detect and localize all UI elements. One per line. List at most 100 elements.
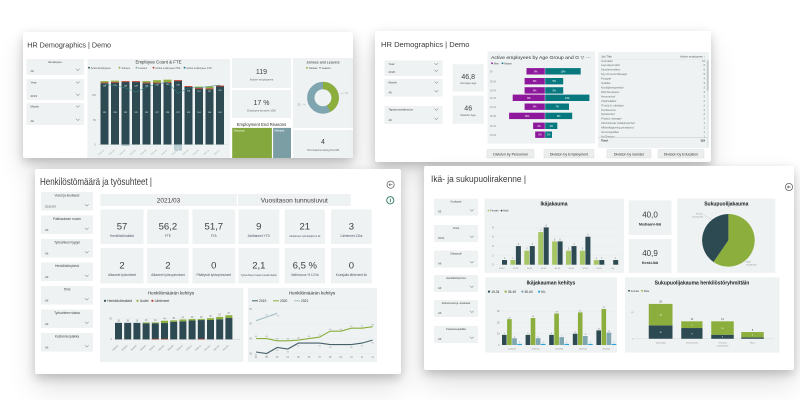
svg-text:119: 119 — [700, 139, 705, 143]
svg-text:Styrelsemedlem: Styrelsemedlem — [601, 68, 621, 72]
svg-text:8: 8 — [585, 334, 587, 336]
svg-text:Art Director: Art Director — [601, 135, 615, 139]
svg-text:1: 1 — [504, 257, 506, 260]
svg-text:46: 46 — [464, 106, 472, 113]
svg-text:57: 57 — [228, 313, 231, 315]
svg-text:46,8: 46,8 — [461, 74, 475, 81]
svg-text:All: All — [31, 119, 35, 123]
svg-text:3: 3 — [722, 337, 724, 339]
svg-text:10: 10 — [574, 332, 577, 334]
svg-text:128: 128 — [103, 86, 107, 88]
svg-text:2: 2 — [492, 254, 494, 257]
svg-text:All: All — [438, 337, 442, 341]
svg-text:13%: 13% — [565, 97, 571, 100]
svg-text:35-49: 35-49 — [508, 290, 516, 294]
svg-text:6: 6 — [538, 336, 540, 338]
svg-text:11: 11 — [361, 357, 364, 359]
svg-text:4: 4 — [518, 243, 520, 246]
svg-text:2%: 2% — [547, 134, 551, 137]
svg-text:30-34: 30-34 — [490, 126, 497, 128]
svg-text:09: 09 — [340, 357, 343, 359]
svg-text:50: 50 — [209, 316, 212, 318]
svg-text:2019-05: 2019-05 — [140, 149, 148, 156]
svg-text:40,0: 40,0 — [642, 211, 658, 220]
svg-text:Oma pyynt: Oma pyynt — [234, 129, 245, 132]
svg-text:Vaihtuvuus % 12 kk: Vaihtuvuus % 12 kk — [291, 273, 319, 277]
svg-text:Sukupuolijakauma henkilöstöryh: Sukupuolijakauma henkilöstöryhmittäin — [655, 281, 750, 287]
svg-text:2020/03: 2020/03 — [112, 345, 120, 352]
svg-text:50-54: 50-54 — [583, 268, 589, 270]
svg-text:Job Title: Job Title — [601, 55, 612, 59]
svg-text:2019-12: 2019-12 — [214, 149, 222, 156]
svg-text:25-29: 25-29 — [513, 268, 519, 270]
svg-text:Ikäjakauma: Ikäjakauma — [541, 202, 568, 208]
svg-text:Alkaneet työsuhteet: Alkaneet työsuhteet — [108, 273, 136, 277]
svg-text:2019-09: 2019-09 — [182, 149, 190, 156]
svg-text:13: 13 — [691, 318, 694, 321]
svg-text:Henkilöstömäärä: Henkilöstömäärä — [110, 234, 134, 238]
svg-text:Journalist: Journalist — [601, 59, 613, 63]
svg-text:2020/08: 2020/08 — [158, 345, 166, 352]
svg-text:2019-07: 2019-07 — [161, 149, 169, 156]
svg-text:All: All — [389, 90, 393, 94]
svg-text:10: 10 — [497, 334, 500, 336]
svg-text:38: 38 — [287, 338, 290, 340]
svg-text:6: 6 — [704, 63, 706, 67]
svg-text:2021/03: 2021/03 — [45, 204, 56, 208]
svg-text:0: 0 — [211, 261, 216, 272]
svg-text:HR Demographics | Demo: HR Demographics | Demo — [381, 40, 470, 49]
svg-text:Division by Education: Division by Education — [664, 153, 698, 157]
svg-text:4: 4 — [492, 245, 494, 248]
svg-text:2020/Q4: 2020/Q4 — [579, 348, 588, 350]
svg-text:39: 39 — [117, 321, 120, 323]
svg-text:0: 0 — [95, 143, 97, 147]
svg-text:06: 06 — [308, 357, 311, 359]
svg-text:115: 115 — [187, 112, 191, 114]
svg-text:12: 12 — [371, 357, 374, 359]
svg-text:9%: 9% — [534, 70, 538, 73]
svg-text:2: 2 — [704, 112, 706, 116]
svg-text:2019-11: 2019-11 — [203, 149, 210, 156]
svg-text:Affärsrådgivning privatkund: Affärsrådgivning privatkund — [601, 126, 634, 130]
svg-text:Division by Employment: Division by Employment — [550, 153, 588, 157]
svg-text:07: 07 — [318, 357, 321, 359]
svg-text:2021/03: 2021/03 — [157, 197, 181, 204]
svg-text:Joinees: Joinees — [309, 67, 318, 70]
svg-text:9: 9 — [504, 333, 506, 335]
svg-text:Työsuhteen kesto keskimäärin: Työsuhteen kesto keskimäärin — [241, 273, 278, 277]
svg-text:5%: 5% — [552, 80, 556, 83]
svg-text:1: 1 — [596, 257, 598, 260]
svg-text:Female: Female — [490, 210, 499, 213]
svg-text:05: 05 — [297, 357, 300, 359]
svg-text:Alkaneet työsopimukset: Alkaneet työsopimukset — [151, 273, 185, 277]
svg-text:Henkilöstömäärä: Henkilöstömäärä — [107, 299, 132, 303]
svg-text:45: 45 — [340, 329, 343, 331]
svg-text:10: 10 — [702, 59, 705, 63]
svg-text:40: 40 — [308, 336, 311, 338]
svg-text:2: 2 — [119, 261, 124, 272]
svg-text:Active employees ↑: Active employees ↑ — [680, 55, 705, 59]
svg-text:1: 1 — [704, 135, 706, 139]
svg-text:6%: 6% — [533, 89, 537, 92]
svg-text:Employee turnover 12M: Employee turnover 12M — [247, 109, 276, 113]
svg-text:20-24: 20-24 — [499, 268, 505, 270]
svg-text:Työsuhteen status: Työsuhteen status — [54, 311, 80, 315]
svg-text:2020/09: 2020/09 — [167, 345, 175, 352]
svg-text:10%: 10% — [561, 70, 567, 73]
svg-text:All: All — [389, 118, 393, 122]
svg-text:All: All — [45, 228, 49, 232]
svg-text:38: 38 — [276, 338, 279, 340]
svg-text:1: 1 — [601, 257, 603, 260]
svg-text:114: 114 — [208, 112, 212, 114]
svg-text:35-39: 35-39 — [490, 116, 497, 118]
svg-text:4: 4 — [321, 139, 325, 146]
svg-text:Uudet: Uudet — [140, 299, 149, 303]
svg-text:7: 7 — [561, 335, 563, 337]
svg-text:1: 1 — [590, 342, 592, 344]
svg-text:55-59: 55-59 — [490, 81, 497, 83]
svg-text:20: 20 — [298, 103, 301, 106]
svg-text:19-34: 19-34 — [491, 290, 499, 294]
svg-text:All: All — [31, 69, 35, 73]
svg-text:03: 03 — [438, 209, 442, 213]
svg-text:3%: 3% — [538, 134, 542, 137]
